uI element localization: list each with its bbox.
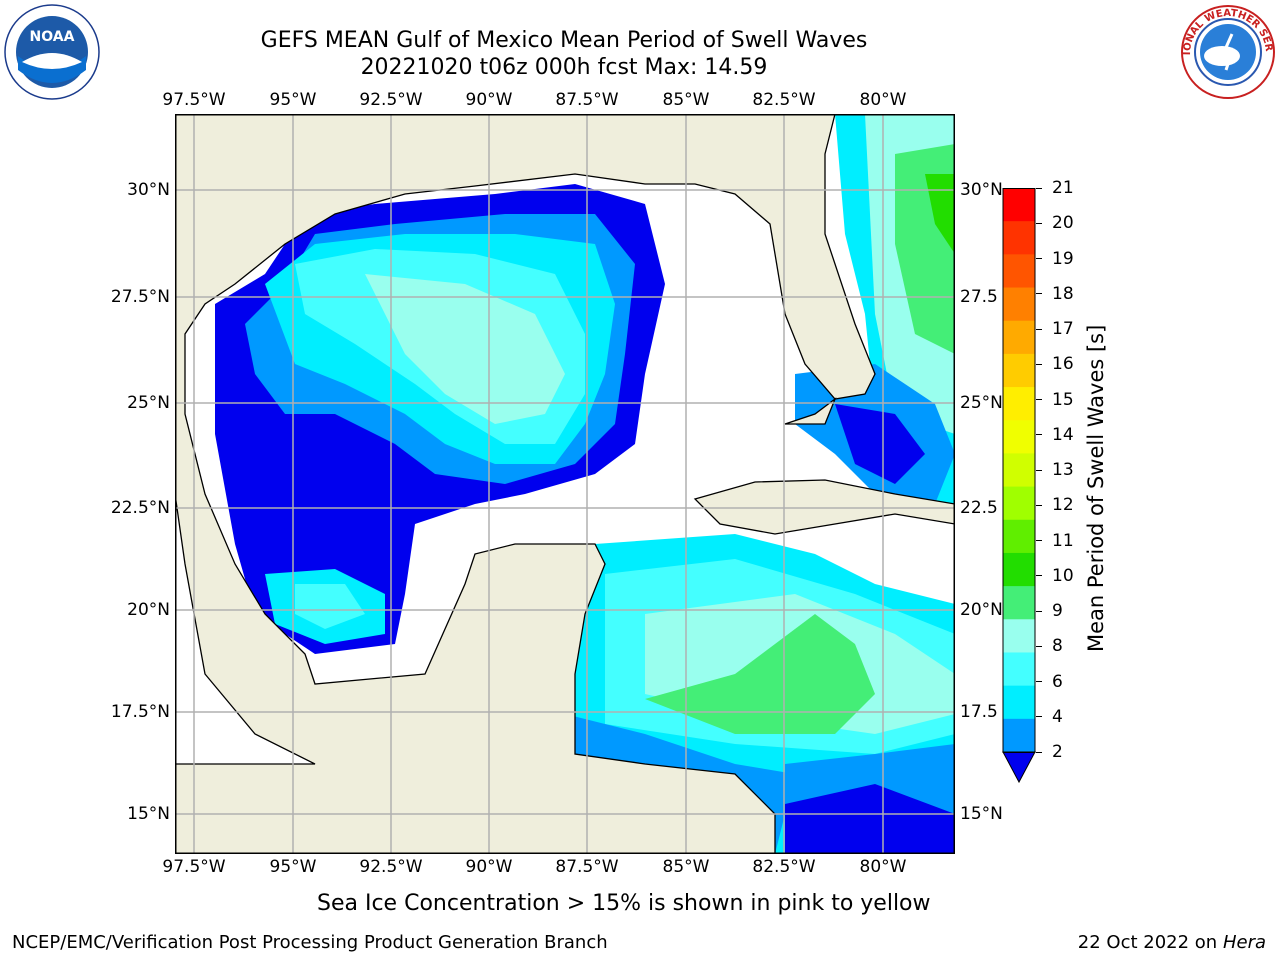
sea-ice-caption: Sea Ice Concentration > 15% is shown in … [317,891,931,916]
swell-period-field-atlantic [795,114,955,514]
colorbar-tick-label: 14 [1036,425,1074,445]
nws-logo: NATIONAL WEATHER SERVICE [1176,0,1276,100]
lon-label-bottom: 95°W [269,857,317,877]
colorbar-band [1003,353,1035,388]
colorbar-band [1003,552,1035,587]
lat-label-right: 25°N [960,393,1003,413]
colorbar-band [1003,619,1035,653]
colorbar-tick-label: 10 [1036,566,1074,586]
colorbar-band [1003,320,1035,355]
colorbar-band [1003,453,1035,488]
plot-title-line2: 20221020 t06z 000h fcst Max: 14.59 [360,55,768,80]
grid-lines [175,114,955,854]
colorbar-tick-label: 17 [1036,319,1074,339]
lat-label-right: 15°N [960,804,1003,824]
lat-label-left: 20°N [127,600,170,620]
footer-host: Hera [1222,932,1266,953]
colorbar-band [1003,652,1035,687]
colorbar-ticks: 21 20 19 18 17 16 15 14 13 12 11 10 9 8 6 4 2 [1036,178,1086,762]
colorbar-tick-label: 11 [1036,531,1074,551]
lat-label-left: 30°N [127,180,170,200]
plot-title-line1: GEFS MEAN Gulf of Mexico Mean Period of … [260,28,868,53]
colorbar-tick-label: 12 [1036,495,1074,515]
colorbar-band [1003,254,1035,289]
lon-label-bottom: 80°W [859,857,907,877]
colorbar-tick-label: 15 [1036,390,1074,410]
colorbar-tick-label: 2 [1036,742,1063,762]
lon-label-bottom: 90°W [465,857,513,877]
colorbar-band [1003,287,1035,322]
map-canvas [175,114,955,854]
lat-label-right: 17.5 [960,702,998,722]
colorbar [1002,188,1036,784]
lon-label-bottom: 97.5°W [162,857,226,877]
lon-label-top: 92.5°W [359,90,423,110]
lon-label-top: 95°W [269,90,317,110]
colorbar-border [1002,188,1036,753]
colorbar-band [1003,420,1035,454]
colorbar-tick-label: 9 [1036,601,1063,621]
colorbar-band [1003,718,1035,753]
lon-label-bottom: 85°W [662,857,710,877]
colorbar-tick-label: 13 [1036,460,1074,480]
lon-label-bottom: 82.5°W [752,857,816,877]
lat-label-left: 27.5°N [110,287,170,307]
lon-label-top: 90°W [465,90,513,110]
colorbar-band [1003,685,1035,720]
lon-label-top: 87.5°W [555,90,619,110]
noaa-logo-text: NOAA [30,29,75,45]
swell-period-field-gulf [215,184,665,654]
colorbar-extend-arrow [1002,751,1036,784]
colorbar-tick-label: 4 [1036,707,1063,727]
colorbar-band [1003,221,1035,255]
colorbar-tick-label: 8 [1036,636,1063,656]
colorbar-band [1003,486,1035,521]
lat-label-left: 15°N [127,804,170,824]
lon-label-top: 97.5°W [162,90,226,110]
colorbar-band [1003,586,1035,620]
colorbar-scale [1002,188,1036,784]
land-masses [175,114,955,854]
map-panel [175,114,955,854]
lat-label-right: 30°N [960,180,1003,200]
footer-date-text: 22 Oct 2022 on [1077,932,1223,953]
colorbar-band [1003,188,1035,222]
lat-label-right: 22.5 [960,498,998,518]
colorbar-tick-label: 6 [1036,672,1063,692]
colorbar-band [1003,519,1035,554]
colorbar-tick-label: 18 [1036,284,1074,304]
colorbar-tick-label: 16 [1036,354,1074,374]
colorbar-tick-label: 19 [1036,249,1074,269]
lat-label-left: 22.5°N [110,498,170,518]
footer-date: 22 Oct 2022 on Hera [1078,932,1266,954]
lon-label-bottom: 92.5°W [359,857,423,877]
colorbar-tick-label: 21 [1036,178,1074,198]
colorbar-tick-label: 20 [1036,213,1074,233]
footer-credit: NCEP/EMC/Verification Post Processing Pr… [12,932,608,953]
lat-label-right: 27.5 [960,287,998,307]
lon-label-top: 85°W [662,90,710,110]
noaa-logo: NOAA [4,4,100,100]
colorbar-label: Mean Period of Swell Waves [s] [1084,324,1108,652]
lat-label-right: 20°N [960,600,1003,620]
lon-label-bottom: 87.5°W [555,857,619,877]
map-frame [175,114,955,854]
lat-label-left: 17.5°N [110,702,170,722]
lon-label-top: 80°W [859,90,907,110]
lat-label-left: 25°N [127,393,170,413]
lon-label-top: 82.5°W [752,90,816,110]
colorbar-band [1003,387,1035,421]
